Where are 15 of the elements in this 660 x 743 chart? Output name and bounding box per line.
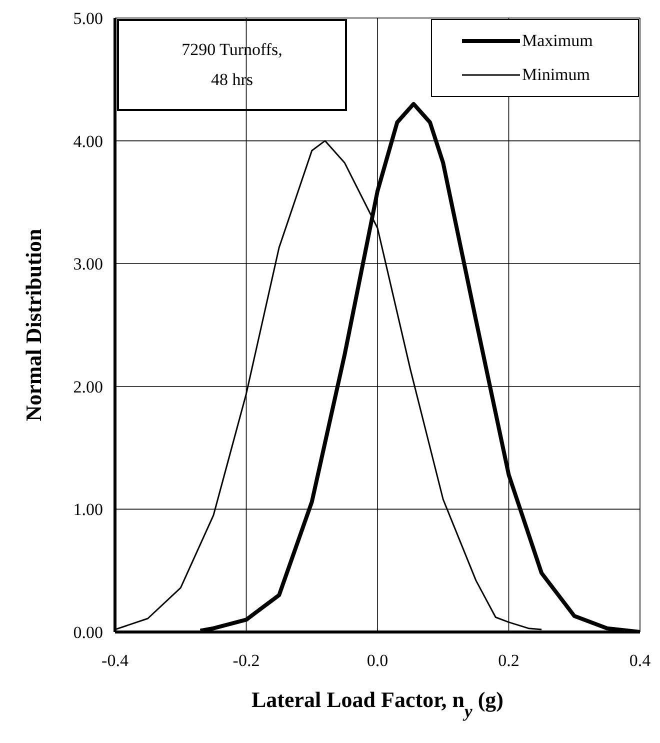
y-tick-label: 3.00 [73, 254, 103, 274]
legend-label: Minimum [522, 65, 590, 85]
y-tick-label: 5.00 [73, 9, 103, 28]
x-tick-label: -0.4 [102, 651, 129, 670]
x-tick-label: 0.2 [498, 651, 520, 670]
y-tick-label: 4.00 [73, 132, 103, 151]
y-axis-title: Normal Distribution [20, 228, 46, 422]
y-tick-label: 2.00 [73, 377, 103, 396]
x-tick-label: 0.0 [366, 651, 388, 670]
x-tick-label: 0.4 [629, 651, 652, 670]
legend-label: Maximum [522, 31, 593, 51]
y-tick-label: 1.00 [73, 500, 103, 520]
x-tick-label: -0.2 [232, 651, 260, 670]
x-axis-title: Lateral Load Factor, n$_{y}$ (g) [251, 687, 504, 721]
y-tick-label: 0.00 [73, 623, 103, 642]
